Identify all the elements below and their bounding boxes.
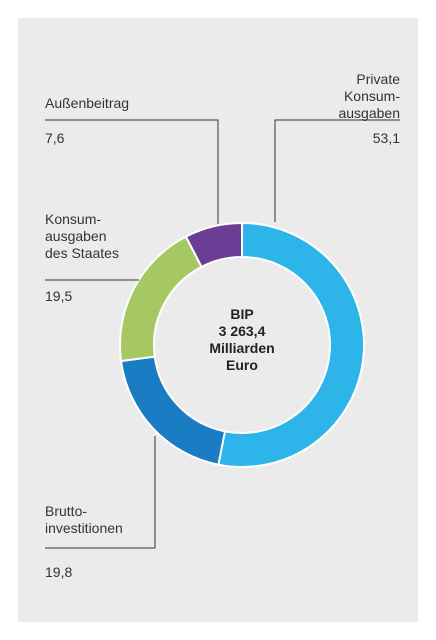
value-label: 7,6 (45, 130, 65, 146)
leader-line (45, 436, 156, 549)
category-label: Außenbeitrag (45, 95, 130, 111)
donut-segment (184, 221, 243, 269)
category-label: Konsum- ausgaben des Staates (45, 211, 119, 261)
category-label: Brutto- investitionen (45, 503, 123, 536)
value-label: 19,5 (45, 288, 73, 304)
leader-line (274, 119, 400, 222)
value-label: 53,1 (372, 130, 400, 146)
category-label: Private Konsum- ausgaben (338, 71, 400, 121)
leader-line (45, 119, 219, 224)
center-label: BIP 3 263,4 Milliarden Euro (209, 306, 275, 373)
value-label: 19,8 (45, 564, 73, 580)
donut-segment (217, 221, 365, 468)
